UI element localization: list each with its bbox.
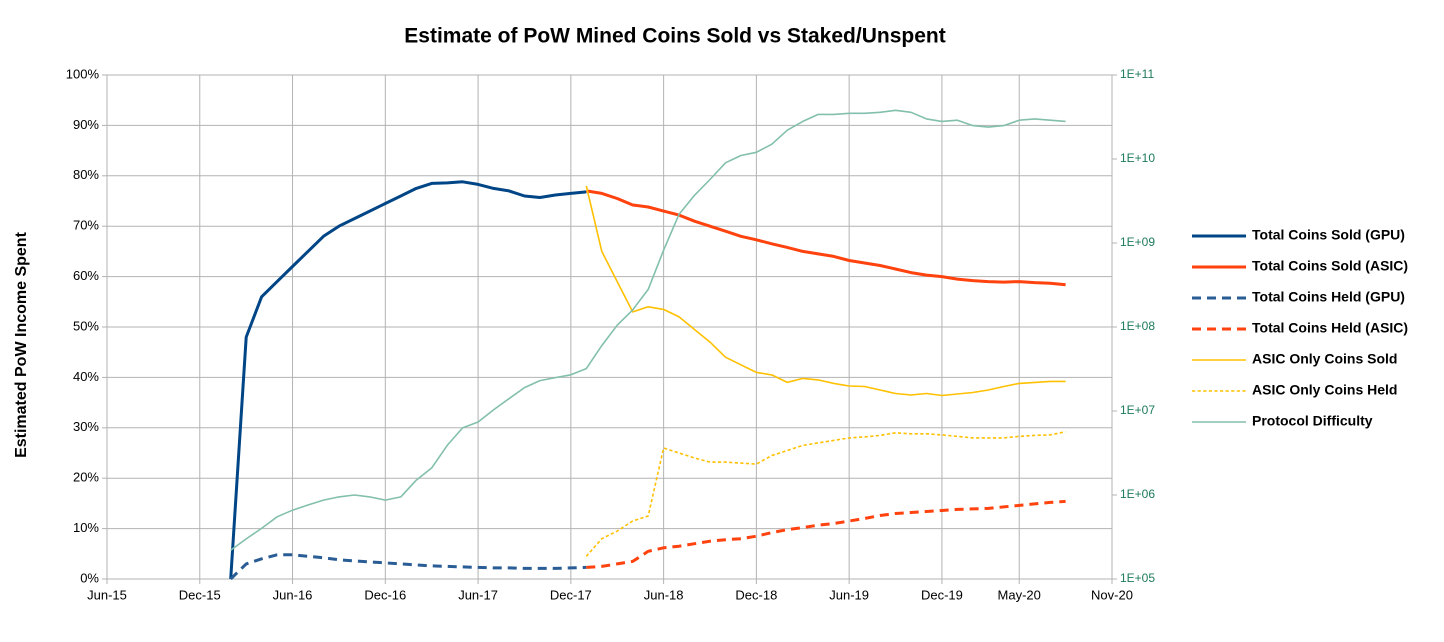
series-line (230, 109, 1066, 551)
y2-tick-label: 1E+08 (1120, 319, 1155, 333)
x-tick-label: Dec-18 (735, 587, 777, 602)
y-tick-label: 80% (73, 167, 99, 182)
y2-tick-label: 1E+11 (1120, 67, 1154, 81)
y-axis-label: Estimated PoW Income Spent (13, 231, 30, 457)
x-tick-label: Dec-16 (364, 587, 406, 602)
series-line (586, 189, 1066, 287)
y-tick-label: 30% (73, 419, 99, 434)
y2-tick-label: 1E+07 (1120, 403, 1155, 417)
series-line (229, 553, 587, 581)
x-tick-label: Dec-19 (921, 587, 963, 602)
y-tick-label: 40% (73, 369, 99, 384)
x-tick-label: Jun-19 (829, 587, 869, 602)
x-tick-label: Jun-16 (273, 587, 313, 602)
legend-label: Total Coins Sold (GPU) (1252, 227, 1405, 243)
y-tick-label: 60% (73, 268, 99, 283)
chart-title: Estimate of PoW Mined Coins Sold vs Stak… (404, 25, 945, 48)
y2-tick-label: 1E+10 (1120, 151, 1155, 165)
y2-tick-label: 1E+06 (1120, 487, 1155, 501)
x-tick-label: May-20 (998, 587, 1041, 602)
legend-label: ASIC Only Coins Held (1252, 382, 1397, 398)
legend-label: Total Coins Sold (ASIC) (1252, 258, 1408, 274)
x-tick-label: Nov-20 (1091, 587, 1133, 602)
legend-label: Protocol Difficulty (1252, 413, 1373, 429)
legend-label: Total Coins Held (GPU) (1252, 289, 1405, 305)
y-tick-label: 0% (80, 570, 99, 585)
x-tick-label: Dec-15 (179, 587, 221, 602)
series-line (229, 180, 587, 580)
x-tick-label: Jun-18 (644, 587, 684, 602)
y-tick-label: 50% (73, 318, 99, 333)
plot-frame (106, 74, 1113, 580)
y-tick-label: 70% (73, 218, 99, 233)
x-tick-label: Dec-17 (550, 587, 592, 602)
y2-tick-label: 1E+05 (1120, 571, 1155, 585)
y2-tick-label: 1E+09 (1120, 235, 1155, 249)
x-tick-label: Jun-17 (458, 587, 498, 602)
legend-label: Total Coins Held (ASIC) (1252, 320, 1408, 336)
y-tick-label: 10% (73, 520, 99, 535)
legend-label: ASIC Only Coins Sold (1252, 351, 1397, 367)
series-line (586, 499, 1066, 569)
x-tick-label: Jun-15 (87, 587, 127, 602)
y-tick-label: 100% (66, 66, 100, 81)
y-tick-label: 90% (73, 117, 99, 132)
series-line (585, 185, 1066, 397)
y-tick-label: 20% (73, 470, 99, 485)
series-line (585, 431, 1066, 557)
